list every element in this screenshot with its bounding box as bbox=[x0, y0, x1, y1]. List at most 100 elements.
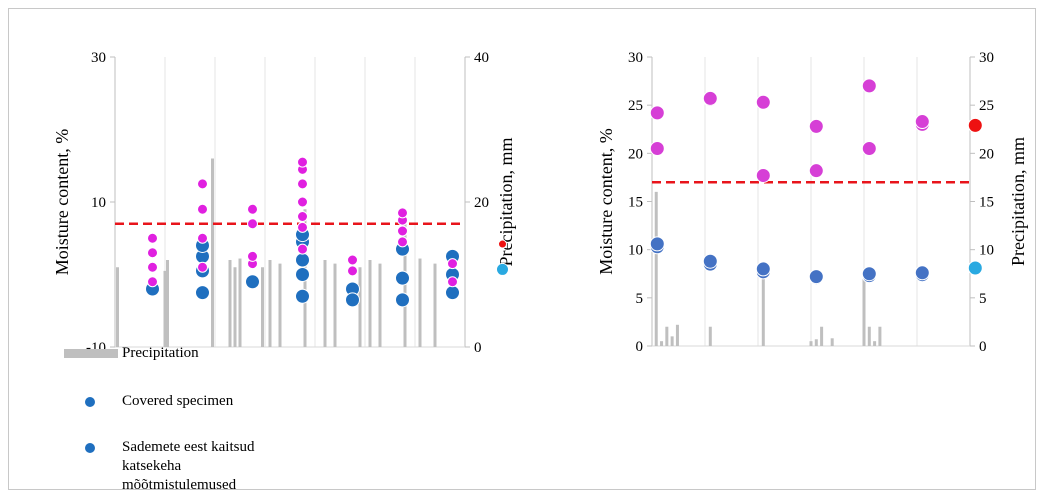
precipitation-bar bbox=[358, 267, 362, 347]
precipitation-bar bbox=[670, 336, 674, 346]
data-point bbox=[649, 141, 665, 157]
data-point bbox=[755, 261, 771, 277]
data-point bbox=[447, 258, 458, 270]
data-point bbox=[197, 203, 208, 215]
y-tick-label: 20 bbox=[628, 146, 643, 162]
y-tick-label: 10 bbox=[628, 243, 643, 259]
y-tick-label: 30 bbox=[91, 50, 106, 66]
data-point bbox=[397, 207, 408, 219]
precipitation-bar bbox=[873, 341, 877, 346]
data-point bbox=[649, 105, 665, 121]
y-tick-label: 25 bbox=[628, 98, 643, 114]
data-point bbox=[861, 141, 877, 157]
y-axis-title: Moisture content, % bbox=[596, 128, 616, 274]
precipitation-bar bbox=[378, 263, 382, 347]
precipitation-bar bbox=[761, 264, 765, 346]
data-point bbox=[649, 236, 665, 252]
precipitation-bar bbox=[333, 263, 337, 347]
figure-frame bbox=[8, 8, 1036, 490]
data-point bbox=[147, 247, 158, 259]
precipitation-bar bbox=[418, 258, 422, 347]
data-point bbox=[967, 260, 983, 276]
precipitation-bar bbox=[268, 260, 272, 347]
data-point bbox=[395, 292, 410, 308]
precipitation-bar bbox=[261, 267, 264, 347]
data-point bbox=[247, 218, 258, 230]
y2-tick-label: 20 bbox=[474, 195, 489, 211]
precipitation-bar bbox=[233, 267, 237, 347]
data-point bbox=[702, 90, 718, 106]
precipitation-bar bbox=[809, 341, 813, 346]
data-point bbox=[447, 276, 458, 288]
y2-axis-title: Precipitation, mm bbox=[496, 138, 516, 267]
precipitation-bar bbox=[163, 270, 167, 347]
data-point bbox=[496, 262, 509, 276]
data-point bbox=[914, 265, 930, 281]
legend-label: Precipitation bbox=[122, 345, 199, 361]
data-point bbox=[297, 178, 308, 190]
data-point bbox=[808, 269, 824, 285]
data-point bbox=[397, 236, 408, 248]
data-point bbox=[297, 243, 308, 255]
data-point bbox=[297, 211, 308, 222]
y2-tick-label: 25 bbox=[979, 98, 994, 114]
data-point bbox=[861, 78, 877, 94]
precipitation-bar bbox=[433, 263, 437, 347]
precipitation-bar bbox=[862, 273, 866, 346]
data-point bbox=[297, 156, 308, 168]
y2-tick-label: 0 bbox=[474, 340, 482, 356]
data-point bbox=[755, 167, 771, 183]
precipitation-bar bbox=[654, 191, 658, 346]
data-point bbox=[755, 94, 771, 110]
legend-label: Sademete eest kaitsud katsekeha mõõtmist… bbox=[122, 439, 255, 493]
data-point bbox=[295, 288, 310, 304]
precipitation-bar bbox=[830, 338, 834, 346]
y-tick-label: 30 bbox=[628, 50, 643, 66]
y2-tick-label: 0 bbox=[979, 339, 987, 355]
data-point bbox=[247, 250, 258, 262]
precipitation-swatch bbox=[64, 349, 118, 358]
covered-swatch bbox=[85, 397, 95, 407]
y2-tick-label: 10 bbox=[979, 243, 994, 259]
data-point bbox=[195, 285, 210, 301]
data-point bbox=[808, 118, 824, 134]
data-point bbox=[967, 117, 983, 133]
precipitation-bar bbox=[368, 260, 372, 347]
data-point bbox=[702, 253, 718, 269]
data-point bbox=[197, 232, 208, 244]
y2-tick-label: 30 bbox=[979, 50, 994, 66]
y2-axis-title: Precipitation, mm bbox=[1008, 137, 1028, 266]
precipitation-bar bbox=[814, 339, 818, 346]
precipitation-bar bbox=[820, 326, 824, 346]
data-point bbox=[247, 203, 258, 215]
precipitation-bar bbox=[238, 258, 242, 347]
data-point bbox=[397, 225, 408, 237]
precipitation-bar bbox=[116, 267, 119, 347]
data-point bbox=[395, 270, 410, 286]
precipitation-bar bbox=[878, 326, 882, 346]
data-point bbox=[498, 239, 507, 249]
precipitation-bar bbox=[323, 260, 327, 347]
data-point bbox=[808, 163, 824, 179]
sademete-swatch bbox=[85, 443, 95, 453]
y-tick-label: 0 bbox=[636, 339, 644, 355]
precipitation-bar bbox=[228, 260, 232, 347]
legend-label: Covered specimen bbox=[122, 393, 234, 409]
data-point bbox=[245, 274, 260, 290]
data-point bbox=[861, 266, 877, 282]
y-axis-title: Moisture content, % bbox=[52, 129, 72, 275]
data-point bbox=[147, 232, 158, 244]
y2-tick-label: 40 bbox=[474, 50, 489, 66]
data-point bbox=[297, 221, 308, 233]
y2-tick-label: 20 bbox=[979, 146, 994, 162]
data-point bbox=[197, 178, 208, 190]
precipitation-bar bbox=[708, 326, 712, 346]
data-point bbox=[914, 114, 930, 130]
precipitation-bar bbox=[660, 341, 664, 346]
data-point bbox=[197, 261, 208, 273]
precipitation-bar bbox=[211, 158, 214, 347]
precipitation-bar bbox=[665, 326, 669, 346]
y-tick-label: 5 bbox=[636, 291, 644, 307]
y-tick-label: 15 bbox=[628, 195, 643, 211]
